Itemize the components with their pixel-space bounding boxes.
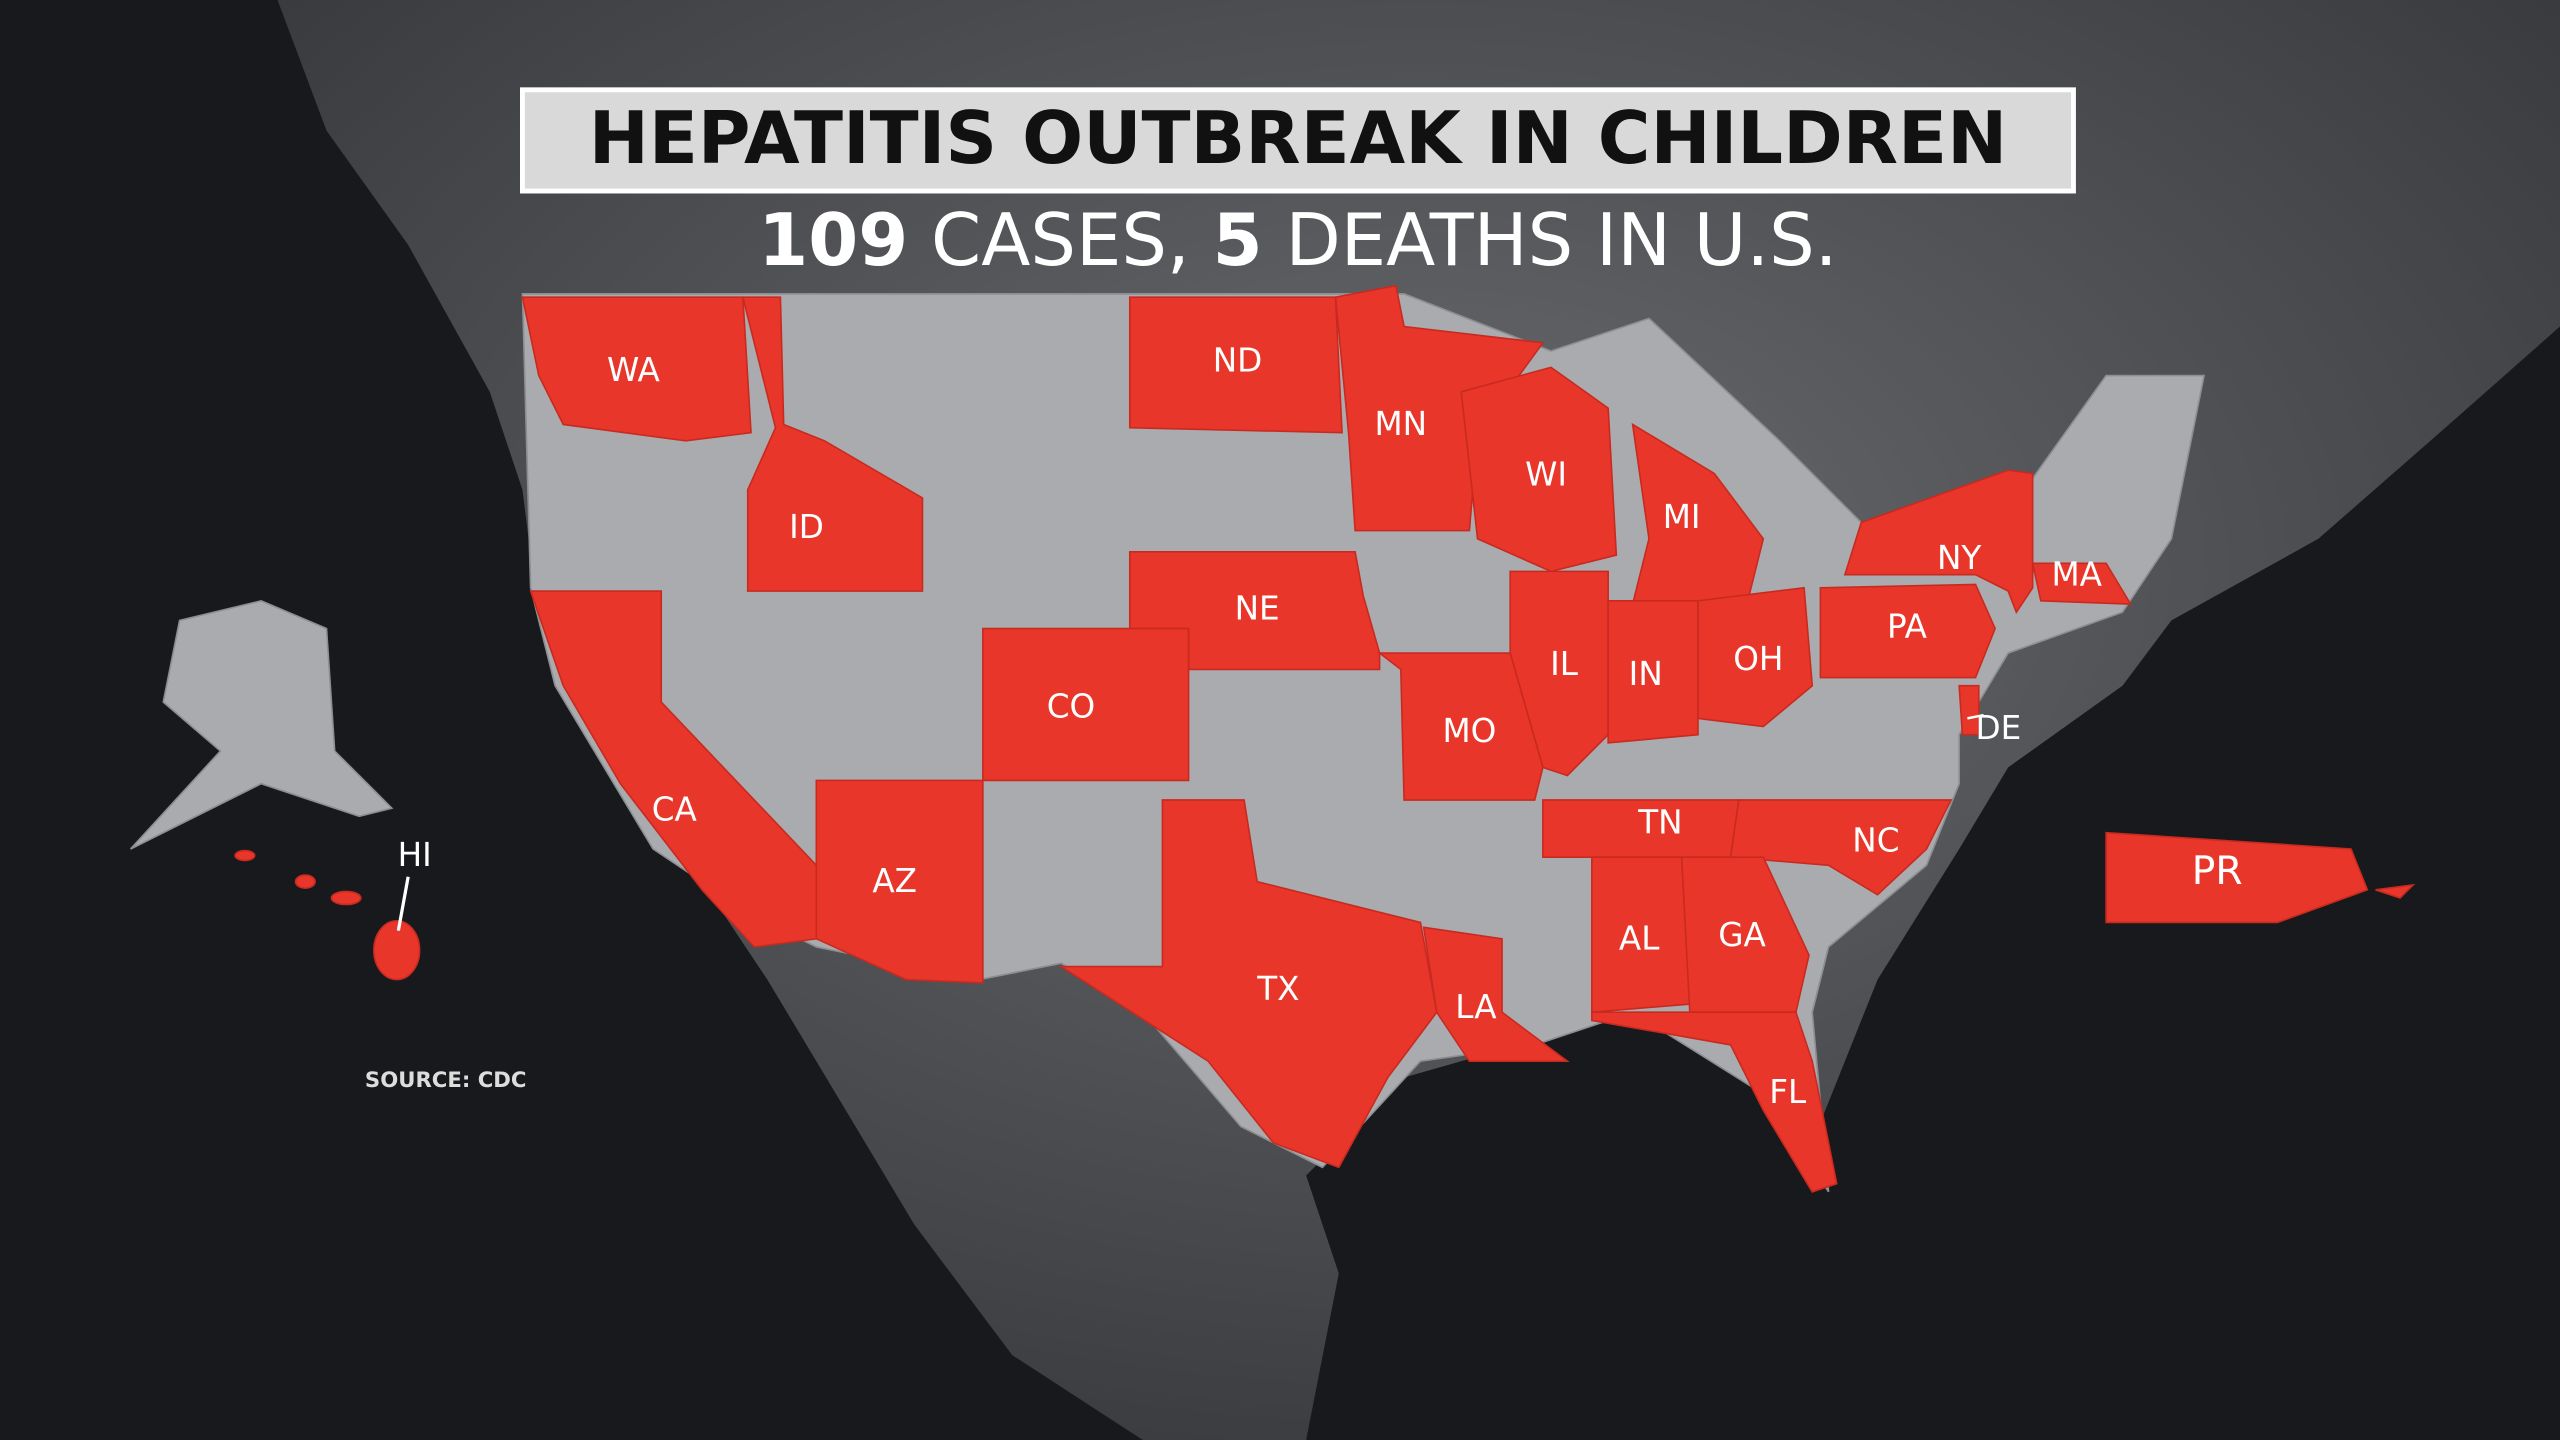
state-label: GA (1718, 916, 1766, 954)
state-shape (741, 296, 924, 592)
state-shape (1607, 600, 1699, 744)
state-shape (2031, 562, 2133, 605)
state-shape (1422, 926, 1570, 1063)
cases-label: CASES, (931, 197, 1190, 281)
deaths-count: 5 (1213, 197, 1263, 281)
title: HEPATITIS OUTBREAK IN CHILDREN (589, 96, 2007, 180)
state-label: CA (652, 790, 698, 828)
state-shape (330, 890, 362, 906)
state-shape (1058, 799, 1438, 1169)
state-shape (1591, 1011, 1838, 1193)
state-shape (2105, 831, 2369, 924)
state-label: ID (789, 508, 824, 546)
state-label: MA (2051, 555, 2102, 593)
state-label: CO (1047, 688, 1095, 726)
state-shape (1697, 586, 1814, 728)
state-label: AZ (872, 862, 917, 900)
state-label: TN (1637, 803, 1682, 841)
source: SOURCE: CDC (365, 1068, 527, 1093)
state-label: WA (607, 351, 660, 389)
state-shape (1377, 652, 1544, 801)
state-label: HI (398, 836, 432, 874)
state-shape (1819, 583, 1996, 679)
state-shape (234, 849, 256, 862)
state-shape (1460, 366, 1618, 573)
state-label: PR (2192, 849, 2243, 894)
subtitle: 109 CASES, 5 DEATHS IN U.S. (758, 197, 1837, 281)
state-shape (2375, 883, 2416, 899)
state-label: DE (1975, 709, 2021, 747)
state-labels: WA ID ND MN WI MI NE CO IL IN OH MO NY P… (398, 341, 2243, 1110)
state-label: IN (1629, 655, 1663, 693)
alaska (130, 599, 394, 850)
state-shape (982, 627, 1190, 782)
state-shape (1128, 296, 1343, 434)
state-shape (1843, 469, 2034, 615)
cases-count: 109 (758, 197, 908, 281)
state-label: AL (1619, 919, 1660, 957)
state-label: LA (1455, 988, 1497, 1026)
state-label: MI (1663, 498, 1701, 536)
state-shape (815, 779, 984, 984)
state-label: OH (1733, 640, 1783, 678)
state-label: IL (1550, 645, 1579, 683)
state-label: WI (1525, 456, 1567, 494)
state-label: NE (1235, 590, 1280, 628)
state-shape (1958, 684, 1980, 736)
de-pointer (1967, 713, 1984, 720)
state-label: ND (1213, 341, 1263, 379)
state-label: MN (1375, 405, 1428, 443)
state-label: FL (1769, 1073, 1807, 1111)
state-shape (294, 874, 316, 889)
state-shape (373, 920, 421, 981)
deaths-label: DEATHS IN U.S. (1285, 197, 1837, 281)
state-label: MO (1442, 712, 1496, 750)
state-label: NC (1852, 821, 1899, 859)
affected-states (234, 284, 2416, 1193)
state-label: PA (1887, 608, 1928, 646)
state-shape (529, 590, 818, 948)
state-label: TX (1256, 970, 1299, 1008)
hi-pointer (396, 876, 410, 931)
state-label: NY (1937, 539, 1981, 577)
title-box (520, 87, 2076, 194)
state-shape (1680, 856, 1810, 1014)
